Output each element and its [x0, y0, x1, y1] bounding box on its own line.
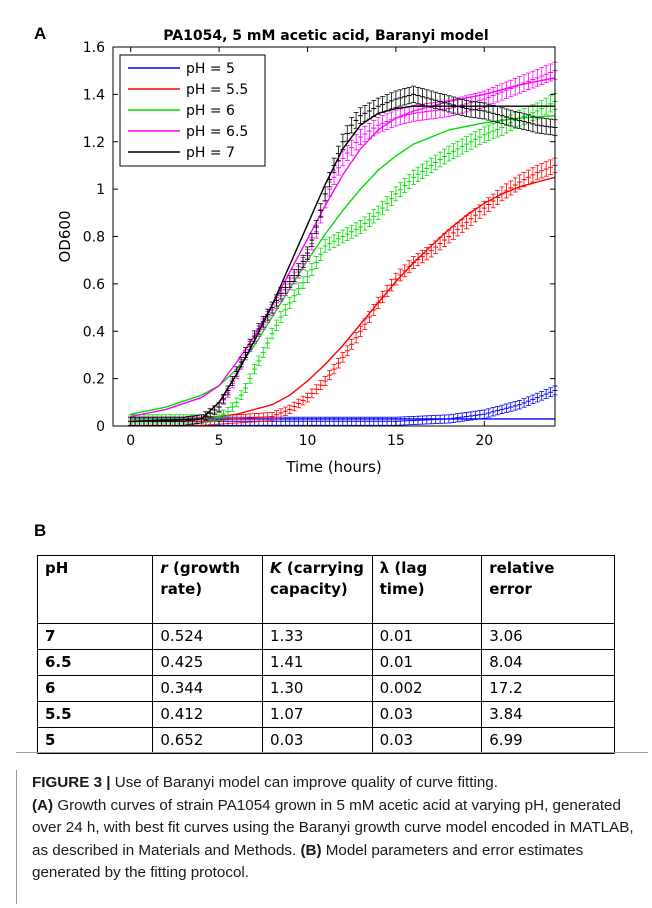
- y-tick-label: 1: [96, 182, 105, 198]
- table-header-cell: pH: [36, 555, 154, 624]
- y-tick-label: 1.2: [83, 135, 105, 151]
- figure-caption: FIGURE 3 | Use of Baranyi model can impr…: [32, 772, 642, 885]
- table-cell: 1.30: [262, 675, 373, 702]
- table-cell: 0.01: [371, 649, 483, 676]
- table-row: 7 0.524 1.33 0.01 3.06: [36, 623, 615, 650]
- table-cell: 0.524: [152, 623, 264, 650]
- x-tick-label: 0: [126, 433, 135, 449]
- table-cell: 6.5: [36, 649, 154, 676]
- legend-entry: pH = 5: [186, 61, 235, 77]
- table-cell: 5.5: [36, 701, 154, 728]
- table-row: 6 0.344 1.30 0.002 17.2: [36, 675, 615, 702]
- caption-b-text: Model parameters and error estimates gen…: [32, 841, 584, 882]
- table-cell: 3.06: [481, 623, 615, 650]
- table-cell: 1.33: [262, 623, 373, 650]
- table-cell: 0.412: [152, 701, 264, 728]
- table-cell: 3.84: [481, 701, 615, 728]
- caption-title: Use of Baranyi model can improve quality…: [110, 774, 498, 791]
- table-cell: 6.99: [481, 727, 615, 754]
- legend-entry: pH = 6.5: [186, 124, 248, 140]
- panel-b-label: B: [34, 521, 47, 540]
- growth-curve-chart: PA1054, 5 mM acetic acid, Baranyi model …: [56, 28, 558, 476]
- table-row: 6.5 0.425 1.41 0.01 8.04: [36, 649, 615, 676]
- legend-entry: pH = 6: [186, 103, 235, 119]
- y-tick-label: 0.4: [83, 324, 105, 340]
- caption-a-text: Growth curves of strain PA1054 grown in …: [32, 796, 634, 859]
- series-ph-5-5: [128, 157, 558, 426]
- table-cell: 8.04: [481, 649, 615, 676]
- table-header-row: pH r (growth rate) K (carrying capacity) λ (…: [36, 555, 615, 624]
- series-ph-7: [128, 85, 558, 426]
- table-header-cell: λ (lag time): [371, 555, 483, 624]
- table-cell: 17.2: [481, 675, 615, 702]
- table-header-cell: relative error: [481, 555, 615, 624]
- table-cell: 1.07: [262, 701, 373, 728]
- caption-sidebar-line: [16, 770, 17, 904]
- x-tick-label: 20: [475, 433, 493, 449]
- panel-a-label: A: [34, 24, 47, 43]
- caption-figure-label: FIGURE 3 |: [32, 774, 111, 791]
- table-cell: 5: [36, 727, 154, 754]
- y-axis-label: OD600: [56, 211, 74, 263]
- table-cell: 0.652: [152, 727, 264, 754]
- table-cell: 0.01: [371, 623, 483, 650]
- table-header-cell: K (carrying capacity): [262, 555, 373, 624]
- table-cell: 0.425: [152, 649, 264, 676]
- chart-title: PA1054, 5 mM acetic acid, Baranyi model: [163, 28, 488, 44]
- legend: pH = 5 pH = 5.5 pH = 6 pH = 6.5 pH = 7: [119, 54, 266, 167]
- caption-a-label: (A): [32, 796, 54, 814]
- table-cell: 7: [36, 623, 154, 650]
- caption-divider: [16, 752, 648, 753]
- fit-line: [130, 176, 556, 422]
- x-tick-label: 5: [215, 433, 224, 449]
- table-header-cell: r (growth rate): [152, 555, 264, 624]
- y-tick-label: 0.8: [83, 230, 105, 246]
- table-cell: 0.03: [371, 727, 483, 754]
- x-axis-label: Time (hours): [285, 458, 381, 476]
- table-cell: 0.002: [371, 675, 483, 702]
- table-cell: 0.03: [371, 701, 483, 728]
- table-cell: 1.41: [262, 649, 373, 676]
- y-tick-label: 0.6: [83, 277, 105, 293]
- table-cell: 6: [36, 675, 154, 702]
- legend-entry: pH = 5.5: [186, 82, 248, 98]
- legend-entry: pH = 7: [186, 145, 235, 161]
- x-tick-label: 15: [387, 433, 405, 449]
- table-row: 5.5 0.412 1.07 0.03 3.84: [36, 701, 615, 728]
- y-tick-label: 1.6: [83, 40, 105, 56]
- y-tick-label: 1.4: [83, 87, 105, 103]
- y-tick-label: 0: [96, 419, 105, 435]
- parameters-table: pH r (growth rate) K (carrying capacity) λ (…: [36, 555, 615, 754]
- caption-b-label: (B): [300, 841, 322, 859]
- table-cell: 0.03: [262, 727, 373, 754]
- y-tick-label: 0.2: [83, 372, 105, 388]
- x-tick-label: 10: [299, 433, 317, 449]
- table-row: 5 0.652 0.03 0.03 6.99: [36, 727, 615, 754]
- table-cell: 0.344: [152, 675, 264, 702]
